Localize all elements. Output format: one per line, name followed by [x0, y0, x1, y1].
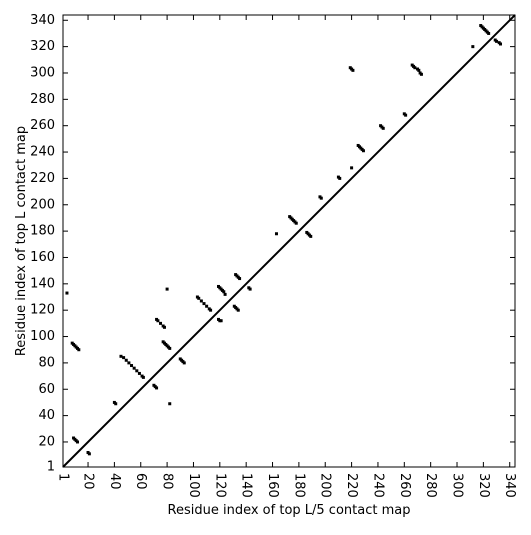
- contact-point: [135, 369, 139, 373]
- contact-point: [77, 348, 81, 352]
- contact-point: [119, 354, 123, 358]
- y-tick-label: 340: [30, 13, 55, 28]
- contact-point: [338, 176, 342, 180]
- contact-point: [209, 308, 213, 312]
- x-tick-label: 260: [397, 473, 412, 498]
- contact-point: [495, 39, 499, 43]
- x-tick-label: 200: [318, 473, 333, 498]
- contact-point: [182, 361, 186, 365]
- x-tick-label: 240: [370, 473, 385, 498]
- contact-point: [114, 402, 118, 406]
- contact-point: [141, 375, 145, 379]
- contact-point: [137, 371, 141, 375]
- contact-point: [417, 68, 421, 72]
- x-tick-label: 140: [239, 473, 254, 498]
- y-tick-label: 100: [30, 329, 55, 344]
- contact-point: [168, 346, 172, 350]
- x-tick-label: 100: [186, 473, 201, 498]
- contact-point: [413, 66, 417, 70]
- contact-point: [156, 319, 160, 323]
- contact-point: [155, 386, 159, 390]
- y-tick-label: 40: [38, 408, 55, 423]
- contact-point: [471, 45, 475, 49]
- x-tick-label: 40: [107, 473, 122, 490]
- y-tick-label: 160: [30, 250, 55, 265]
- y-tick-label: 20: [38, 434, 55, 449]
- contact-point: [248, 287, 252, 291]
- contact-point: [168, 402, 172, 406]
- contact-point: [309, 234, 313, 238]
- contact-point: [127, 361, 131, 365]
- contact-point: [238, 277, 242, 281]
- y-axis-label: Residue index of top L contact map: [14, 126, 29, 356]
- contact-point: [75, 440, 79, 444]
- x-axis-label: Residue index of top L/5 contact map: [168, 503, 411, 518]
- contact-point: [165, 287, 169, 291]
- contact-point: [205, 304, 209, 308]
- x-tick-label: 80: [160, 473, 175, 490]
- plot-frame: [62, 14, 516, 468]
- x-tick-label: 340: [502, 473, 517, 498]
- y-tick-label: 220: [30, 171, 55, 186]
- contact-point: [199, 299, 203, 303]
- x-tick-label: 1: [56, 473, 71, 481]
- x-tick-label: 20: [81, 473, 96, 490]
- x-tick-label: 120: [212, 473, 227, 498]
- x-tick-label: 160: [265, 473, 280, 498]
- contact-point: [361, 149, 365, 153]
- y-tick-label: 180: [30, 224, 55, 239]
- contact-point: [130, 364, 134, 368]
- contact-point: [487, 31, 491, 35]
- y-tick-label: 240: [30, 145, 55, 160]
- y-tick-label: 200: [30, 197, 55, 212]
- contact-point: [219, 319, 223, 323]
- x-tick-label: 180: [291, 473, 306, 498]
- contact-point: [87, 452, 91, 456]
- contact-point: [197, 296, 201, 300]
- y-tick-label: 260: [30, 118, 55, 133]
- x-tick-label: 320: [476, 473, 491, 498]
- contact-point: [162, 325, 166, 329]
- y-tick-label: 120: [30, 303, 55, 318]
- contact-point: [159, 321, 163, 325]
- contact-point: [124, 358, 128, 362]
- contact-point: [236, 308, 240, 312]
- x-tick-label: 220: [344, 473, 359, 498]
- y-tick-label: 300: [30, 65, 55, 80]
- contact-point: [274, 232, 278, 236]
- contact-point: [404, 113, 408, 117]
- contact-point: [223, 292, 227, 296]
- y-tick-label: 280: [30, 92, 55, 107]
- contact-point: [419, 72, 423, 76]
- contact-point: [351, 68, 355, 72]
- contact-point: [222, 290, 226, 294]
- contact-point: [381, 126, 385, 130]
- contact-point: [350, 166, 354, 170]
- x-tick-label: 280: [423, 473, 438, 498]
- y-tick-label: 60: [38, 382, 55, 397]
- x-tick-label: 300: [450, 473, 465, 498]
- contact-point: [499, 42, 503, 46]
- contact-point: [294, 221, 298, 225]
- contact-point: [202, 302, 206, 306]
- x-tick-label: 60: [133, 473, 148, 490]
- y-tick-label: 1: [47, 460, 55, 475]
- contact-point: [65, 291, 69, 295]
- contact-point: [132, 366, 136, 370]
- diagonal-line: [62, 14, 516, 468]
- contact-point: [319, 196, 323, 200]
- y-tick-label: 140: [30, 276, 55, 291]
- contact-point: [122, 356, 126, 360]
- y-tick-label: 320: [30, 39, 55, 54]
- y-tick-label: 80: [38, 355, 55, 370]
